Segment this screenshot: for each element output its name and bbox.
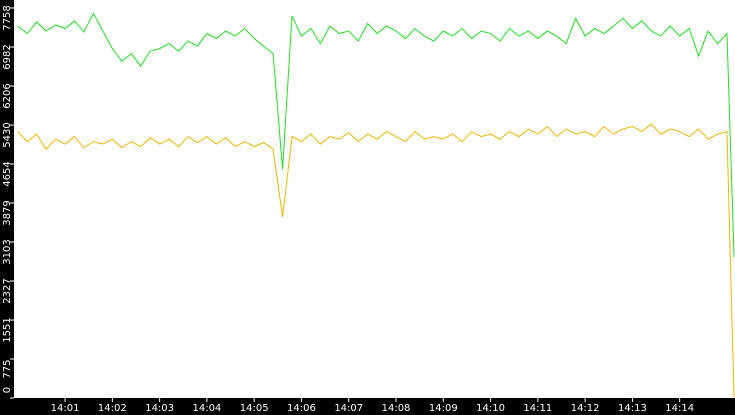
x-tick-label: 14:14 [665, 403, 694, 414]
x-tick-label: 14:06 [287, 403, 316, 414]
y-tick-label: 6206 [2, 83, 13, 108]
x-tick-label: 14:10 [476, 403, 505, 414]
x-tick-label: 14:07 [334, 403, 363, 414]
y-tick-label: 5430 [2, 122, 13, 147]
x-tick-label: 14:04 [192, 403, 221, 414]
x-tick-label: 14:11 [523, 403, 552, 414]
y-tick-label: 775 [2, 359, 13, 378]
y-tick-label: 4654 [2, 161, 13, 186]
x-tick-label: 14:03 [145, 403, 174, 414]
y-tick-label: 2327 [2, 278, 13, 303]
y-tick-label: 3879 [2, 200, 13, 225]
series-line [17, 123, 735, 399]
x-tick-label: 14:05 [240, 403, 269, 414]
x-tick-label: 14:13 [618, 403, 647, 414]
x-tick-label: 14:09 [429, 403, 458, 414]
x-tick-label: 14:12 [571, 403, 600, 414]
y-axis-strip [0, 0, 14, 415]
x-tick-label: 14:01 [51, 403, 80, 414]
y-tick-label: 6982 [2, 44, 13, 69]
y-tick-label: 0 [2, 387, 13, 393]
x-tick-label: 14:08 [382, 403, 411, 414]
y-tick-label: 3103 [2, 239, 13, 264]
y-tick-label: 1551 [2, 317, 13, 342]
x-axis-strip [0, 398, 735, 415]
y-tick-label: 7758 [2, 5, 13, 30]
series-line [17, 12, 735, 258]
x-tick-label: 14:02 [98, 403, 127, 414]
